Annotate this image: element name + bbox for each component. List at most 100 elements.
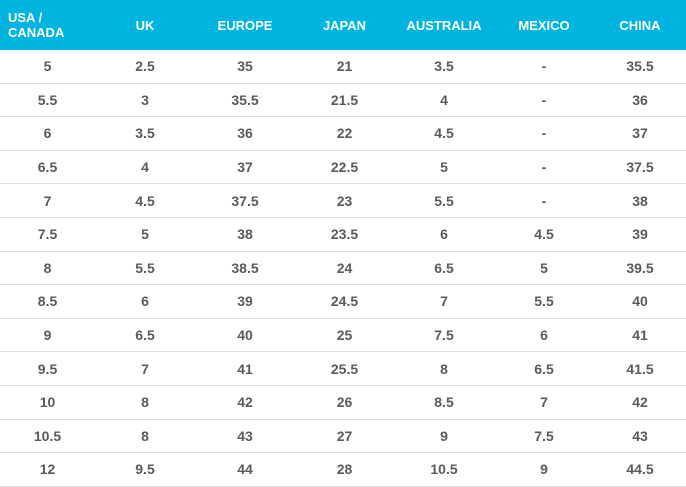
- table-cell: 35.5: [594, 50, 686, 84]
- table-cell: 8: [394, 351, 494, 386]
- table-cell: 3.5: [95, 116, 195, 151]
- table-cell: 8: [95, 419, 195, 454]
- table-cell: 9.5: [95, 452, 195, 487]
- table-cell: 6.5: [95, 318, 195, 353]
- table-cell: 21: [295, 50, 394, 84]
- table-cell: 7: [0, 183, 95, 218]
- column-header: JAPAN: [295, 0, 394, 50]
- table-cell: 2.5: [95, 50, 195, 84]
- table-row: 6 3.5 36 22 4.5-37: [0, 116, 686, 151]
- table-cell: 6.5: [0, 150, 95, 185]
- header-row: USA / CANADA UK EUROPE JAPAN AUSTRALIA MEXICO…: [0, 0, 686, 50]
- table-row: 9.5 7 41 25.5 8 6.5 41.5: [0, 351, 686, 386]
- column-header: MEXICO: [494, 0, 594, 50]
- table-cell: 6: [394, 217, 494, 252]
- table-header: USA / CANADA UK EUROPE JAPAN AUSTRALIA MEXICO…: [0, 0, 686, 50]
- table-cell: 7: [494, 385, 594, 420]
- table-cell: 6.5: [494, 351, 594, 386]
- table-row: 8.5 6 39 24.5 7 5.5 40: [0, 284, 686, 319]
- table-cell: 5.5: [0, 83, 95, 118]
- table-cell: 37: [594, 116, 686, 151]
- table-cell: 44: [195, 452, 295, 487]
- table-cell: 25.5: [295, 351, 394, 386]
- table-cell: 41: [195, 351, 295, 386]
- column-header: UK: [95, 0, 195, 50]
- table-cell: 42: [594, 385, 686, 420]
- table-cell: 4: [95, 150, 195, 185]
- table-cell: 3.5: [394, 50, 494, 84]
- table-cell: 7.5: [0, 217, 95, 252]
- table-cell: 9.5: [0, 351, 95, 386]
- table-row: 5 2.5 35 21 3.5-35.5: [0, 50, 686, 84]
- column-header: AUSTRALIA: [394, 0, 494, 50]
- table-cell: 9: [494, 452, 594, 487]
- table-cell: 8.5: [394, 385, 494, 420]
- table-cell: 4: [394, 83, 494, 118]
- table-row: 5.5 3 35.5 21.5 4-36: [0, 83, 686, 118]
- table-cell: 5: [95, 217, 195, 252]
- table-cell: 4.5: [95, 183, 195, 218]
- table-cell: 5.5: [394, 183, 494, 218]
- table-cell: 21.5: [295, 83, 394, 118]
- table-cell: -: [494, 183, 594, 218]
- table-cell: 42: [195, 385, 295, 420]
- table-row: 7 4.5 37.5 23 5.5-38: [0, 183, 686, 218]
- table-cell: 44.5: [594, 452, 686, 487]
- table-cell: 10.5: [0, 419, 95, 454]
- column-header: USA / CANADA: [0, 0, 95, 50]
- table-cell: 5: [394, 150, 494, 185]
- table-cell: 27: [295, 419, 394, 454]
- table-cell: 6.5: [394, 251, 494, 286]
- table-cell: 5.5: [95, 251, 195, 286]
- table-cell: 37.5: [195, 183, 295, 218]
- table-cell: 39: [594, 217, 686, 252]
- table-cell: 25: [295, 318, 394, 353]
- table-cell: -: [494, 50, 594, 84]
- table-cell: 24: [295, 251, 394, 286]
- table-cell: 6: [0, 116, 95, 151]
- table-cell: 23: [295, 183, 394, 218]
- table-row: 9 6.5 40 25 7.5 6 41: [0, 318, 686, 353]
- table-cell: 6: [95, 284, 195, 319]
- table-cell: 38: [195, 217, 295, 252]
- table-cell: -: [494, 83, 594, 118]
- table-cell: 9: [394, 419, 494, 454]
- table-cell: 38.5: [195, 251, 295, 286]
- table-cell: 8: [95, 385, 195, 420]
- table-cell: 6: [494, 318, 594, 353]
- table-cell: 37: [195, 150, 295, 185]
- table-row: 7.5 5 38 23.5 6 4.5 39: [0, 217, 686, 252]
- table-cell: 41: [594, 318, 686, 353]
- column-header: EUROPE: [195, 0, 295, 50]
- table-cell: 3: [95, 83, 195, 118]
- table-cell: 5: [494, 251, 594, 286]
- table-cell: 39: [195, 284, 295, 319]
- table-cell: 8: [0, 251, 95, 286]
- table-cell: 24.5: [295, 284, 394, 319]
- table-cell: 39.5: [594, 251, 686, 286]
- table-cell: 5: [0, 50, 95, 84]
- table-cell: 8.5: [0, 284, 95, 319]
- table-cell: 7.5: [494, 419, 594, 454]
- table-cell: 35: [195, 50, 295, 84]
- table-row: 8 5.5 38.5 24 6.5 5 39.5: [0, 251, 686, 286]
- table-cell: 36: [195, 116, 295, 151]
- table-cell: 36: [594, 83, 686, 118]
- table-row: 6.5 4 37 22.5 5-37.5: [0, 150, 686, 185]
- table-cell: 35.5: [195, 83, 295, 118]
- table-cell: -: [494, 116, 594, 151]
- table-cell: 43: [195, 419, 295, 454]
- table-cell: 40: [195, 318, 295, 353]
- table-row: 10 8 42 26 8.5 7 42: [0, 385, 686, 420]
- table-cell: 7.5: [394, 318, 494, 353]
- table-cell: -: [494, 150, 594, 185]
- table-cell: 41.5: [594, 351, 686, 386]
- table-body: 5 2.5 35 21 3.5-35.5 5.5 3 35.5 21.5 4-36 6 3.5 36 22…: [0, 50, 686, 487]
- table-cell: 4.5: [394, 116, 494, 151]
- table-cell: 10.5: [394, 452, 494, 487]
- table-cell: 12: [0, 452, 95, 487]
- table-cell: 22: [295, 116, 394, 151]
- table-row: 10.5 8 43 27 9 7.5 43: [0, 419, 686, 454]
- table-cell: 43: [594, 419, 686, 454]
